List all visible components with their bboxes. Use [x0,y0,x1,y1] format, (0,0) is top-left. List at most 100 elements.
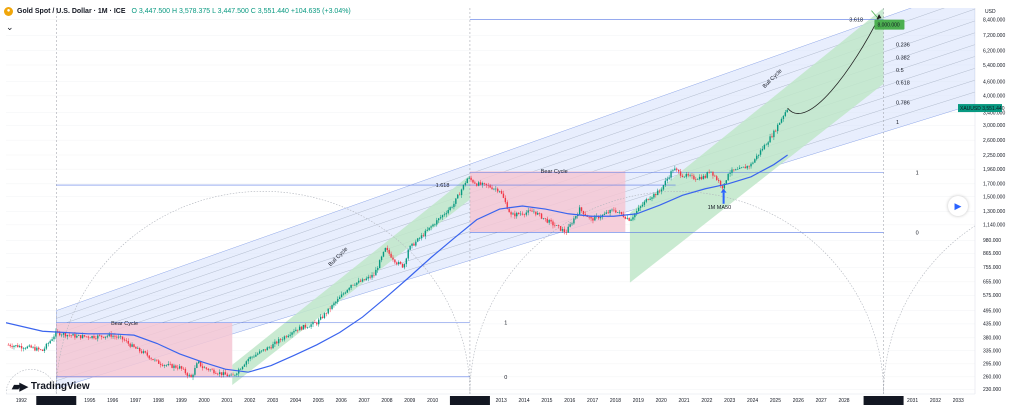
time-tick-label: 2002 [244,398,255,404]
candle-body [228,375,230,377]
candle-body [457,194,459,199]
candle-body [331,305,333,310]
candle-body [346,289,348,293]
candle-body [689,175,691,176]
time-tick-label: 2004 [290,398,301,404]
candle-body [420,235,423,239]
price-tick-label: 1,300.000 [983,209,1005,215]
ma50-line [6,154,788,373]
candle-body [413,243,415,246]
candle-body [220,372,223,375]
candle-body [13,345,15,348]
candle-body [295,329,297,332]
candle-body [493,188,495,190]
candle-body [278,339,280,344]
candle-body [418,238,421,239]
collapse-chevron-icon[interactable]: ⌄ [6,22,14,32]
candle-body [257,353,259,355]
candle-body [626,217,628,219]
candle-body [679,171,682,176]
candle-body [618,211,621,213]
candle-body [392,257,394,260]
candle-body [487,185,489,186]
candle-body [776,124,779,132]
candle-body [30,345,32,348]
candle-body [190,374,192,378]
fib2-label-0: 0 [916,230,919,236]
candle-body [674,168,676,171]
candle-body [108,333,110,336]
candle-body [510,212,512,215]
candle-body [119,336,122,338]
fib1-label-1.618: 1.618 [436,183,450,189]
candle-body [49,340,51,344]
price-tick-label: 7,200.000 [983,33,1005,39]
candle-body [759,150,762,155]
time-tick-label: 2006 [336,398,347,404]
candle-body [156,359,158,361]
candle-body [415,241,417,246]
candle-body [140,351,143,353]
candle-body [144,351,147,353]
candle-body [641,204,644,207]
projection-arrowhead [876,14,882,20]
candle-body [380,256,383,261]
time-tick-label: 2026 [793,398,804,404]
candle-body [17,345,19,348]
gold-symbol-icon: ● [4,6,13,16]
candle-body [129,343,131,347]
candle-body [76,335,78,338]
candle-body [314,322,316,323]
candle-body [514,213,516,217]
candle-body [563,229,566,233]
play-replay-button[interactable]: ▶ [948,196,968,216]
candle-body [531,210,533,212]
candle-body [354,284,356,286]
candle-body [268,347,270,348]
candle-body [481,183,484,185]
candle-body [78,335,80,336]
candle-body [116,336,118,338]
candle-body [394,259,396,263]
candle-body [72,334,74,336]
candle-body [312,322,314,325]
candle-body [161,364,164,366]
candle-body [36,347,38,351]
candle-body [683,176,686,178]
candle-body [455,198,457,204]
time-tick-label: 2016 [564,398,575,404]
tradingview-logo: ▰▶ TradingView [12,380,90,393]
fib1-label-1: 1 [504,321,507,327]
symbol-title[interactable]: Gold Spot / U.S. Dollar · 1M · ICE [17,7,126,15]
fib-channel-label-1: 1 [896,120,899,126]
candle-body [146,352,149,356]
candle-body [43,348,46,351]
candle-body [70,335,72,336]
candle-body [691,175,693,176]
candle-body [750,163,752,167]
candle-body [321,316,324,318]
candle-body [717,179,720,181]
time-marker-label-2: Thu 01 Sep '11 [453,399,487,405]
candle-body [460,189,463,196]
fib2-label-1: 1 [916,170,919,176]
candle-body [453,203,455,208]
candle-body [664,180,667,186]
candle-body [125,340,128,342]
candle-body [681,175,684,178]
candle-body [258,351,261,354]
current-price-badge [958,104,1002,113]
candle-body [68,334,70,336]
time-tick-label: 2001 [221,398,232,404]
candle-body [382,251,385,257]
candle-body [310,324,312,327]
candle-body [668,177,670,179]
candle-body [182,368,185,370]
candle-body [443,214,446,216]
time-tick-label: 2003 [267,398,278,404]
time-tick-label: 1997 [130,398,141,404]
candle-body [504,197,507,203]
candle-body [87,336,89,338]
